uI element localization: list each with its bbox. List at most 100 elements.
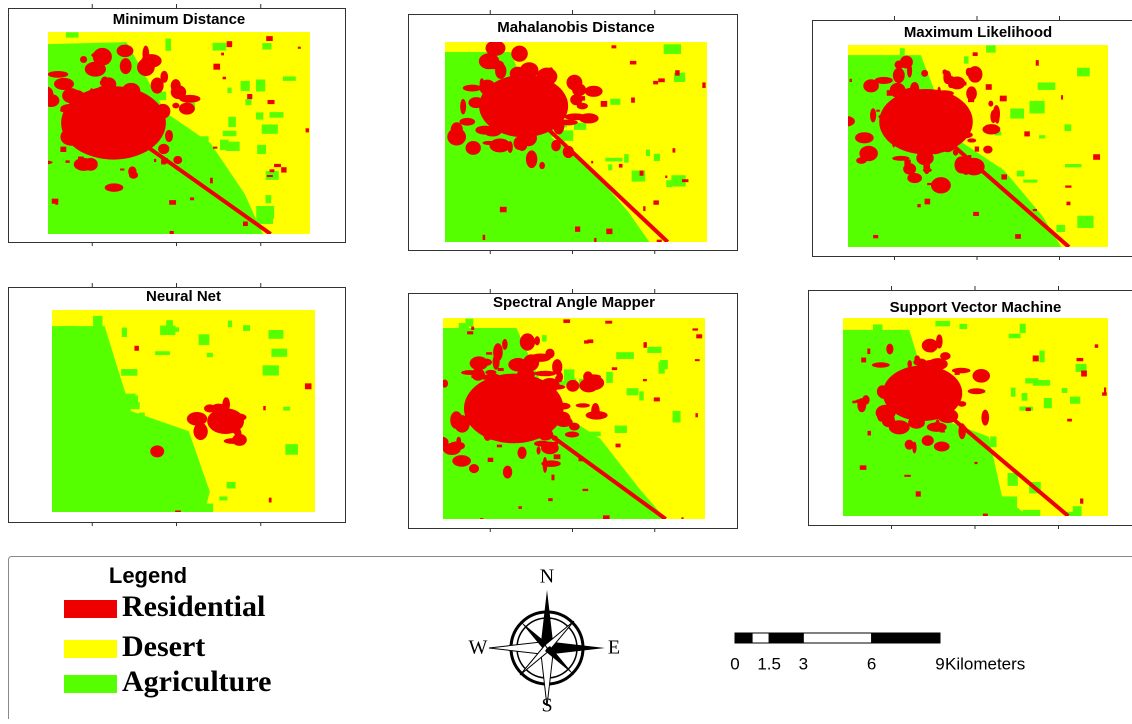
residential-patch xyxy=(913,359,926,366)
residential-patch xyxy=(888,389,892,399)
legend-swatch xyxy=(64,640,117,658)
residential-speck xyxy=(601,101,608,107)
agriculture-patch xyxy=(178,501,196,504)
residential-speck xyxy=(1066,202,1070,206)
residential-patch xyxy=(232,420,240,434)
agriculture-patch xyxy=(587,432,600,437)
residential-patch xyxy=(545,379,555,389)
legend-swatch xyxy=(64,675,117,693)
residential-speck xyxy=(154,159,156,162)
residential-speck xyxy=(1033,209,1037,211)
residential-patch xyxy=(916,151,933,166)
residential-patch xyxy=(91,52,110,59)
residential-patch xyxy=(483,425,492,441)
residential-patch xyxy=(473,403,478,415)
residential-speck xyxy=(498,368,504,371)
agriculture-patch xyxy=(1077,216,1093,228)
residential-speck xyxy=(471,327,474,330)
residential-patch xyxy=(83,137,94,143)
agriculture-patch xyxy=(646,150,650,156)
map-panel: Neural Net xyxy=(9,283,346,526)
residential-patch xyxy=(990,110,996,123)
agriculture-patch xyxy=(964,56,969,63)
agriculture-patch xyxy=(66,32,79,37)
agriculture-patch xyxy=(606,372,613,383)
residential-patch xyxy=(907,173,922,183)
agriculture-patch xyxy=(283,407,290,411)
compass-east: E xyxy=(608,637,620,659)
residential-speck xyxy=(1081,371,1087,377)
residential-speck xyxy=(675,70,679,75)
residential-speck xyxy=(1024,131,1030,136)
agriculture-patch xyxy=(960,175,968,188)
residential-patch xyxy=(907,360,911,368)
agriculture-patch xyxy=(262,43,271,49)
agriculture-patch xyxy=(89,395,100,399)
agriculture-patch xyxy=(1077,68,1090,77)
residential-speck xyxy=(973,212,979,216)
residential-patch xyxy=(522,425,533,433)
residential-patch xyxy=(928,341,936,352)
agriculture-patch xyxy=(896,207,911,214)
residential-patch xyxy=(88,63,97,71)
scale-segment xyxy=(872,633,940,643)
agriculture-patch xyxy=(123,402,140,409)
residential-speck xyxy=(591,161,593,164)
residential-patch xyxy=(479,53,499,69)
agriculture-patch xyxy=(935,321,950,326)
residential-patch xyxy=(900,56,913,69)
residential-patch xyxy=(489,139,510,153)
residential-speck xyxy=(269,498,272,503)
residential-patch xyxy=(495,101,501,111)
residential-speck xyxy=(1015,234,1021,239)
residential-speck xyxy=(654,397,660,401)
classified-map xyxy=(445,40,707,249)
agriculture-patch xyxy=(256,206,274,219)
agriculture-patch xyxy=(257,145,266,154)
agriculture-patch xyxy=(227,88,231,93)
agriculture-patch xyxy=(986,45,996,52)
classified-map xyxy=(423,318,705,526)
residential-speck xyxy=(580,96,585,100)
residential-patch xyxy=(566,380,579,392)
agriculture-patch xyxy=(1008,473,1018,486)
agriculture-patch xyxy=(262,124,278,133)
agriculture-patch xyxy=(1039,135,1045,138)
residential-patch xyxy=(927,376,936,387)
residential-patch xyxy=(534,371,556,377)
residential-speck xyxy=(860,465,867,470)
agriculture-patch xyxy=(81,490,96,500)
residential-speck xyxy=(190,197,194,200)
residential-speck xyxy=(643,206,645,211)
residential-patch xyxy=(941,398,956,405)
legend-label: Desert xyxy=(122,630,205,663)
residential-patch xyxy=(872,362,890,367)
map-panel: Spectral Angle Mapper xyxy=(409,289,738,532)
residential-patch xyxy=(912,442,916,454)
agriculture-patch xyxy=(990,436,996,447)
agriculture-patch xyxy=(199,334,210,345)
residential-patch xyxy=(889,420,910,434)
agriculture-patch xyxy=(89,339,102,350)
residential-speck xyxy=(968,98,974,102)
agriculture-patch xyxy=(448,154,452,162)
residential-speck xyxy=(606,229,612,235)
agriculture-patch xyxy=(664,44,681,54)
agriculture-patch xyxy=(465,64,479,74)
agriculture-patch xyxy=(571,474,577,479)
agriculture-patch xyxy=(510,175,517,188)
residential-patch xyxy=(981,410,989,426)
residential-patch xyxy=(213,414,232,431)
agriculture-patch xyxy=(78,375,93,379)
agriculture-patch xyxy=(855,475,867,479)
agriculture-patch xyxy=(241,81,250,91)
residential-speck xyxy=(975,147,979,152)
residential-speck xyxy=(961,169,963,173)
agriculture-patch xyxy=(60,187,74,197)
agriculture-patch xyxy=(198,218,202,230)
scale-tick-label: 9 xyxy=(935,654,944,673)
residential-patch xyxy=(940,352,950,360)
residential-patch xyxy=(579,113,599,123)
residential-speck xyxy=(169,200,176,205)
agriculture-patch xyxy=(865,413,871,420)
